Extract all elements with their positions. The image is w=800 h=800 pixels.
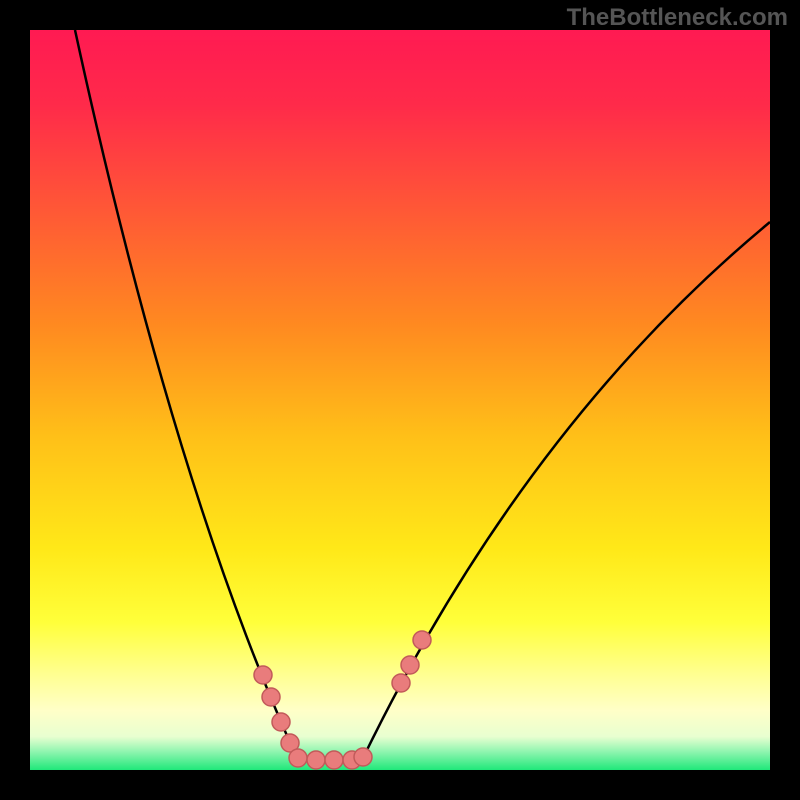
data-point (272, 713, 290, 731)
data-point (289, 749, 307, 767)
data-point (413, 631, 431, 649)
data-point (354, 748, 372, 766)
left-curve (75, 30, 297, 758)
data-point (307, 751, 325, 769)
data-point (325, 751, 343, 769)
data-point (401, 656, 419, 674)
data-point (262, 688, 280, 706)
right-curve (363, 222, 770, 758)
dots-group (254, 631, 431, 769)
data-point (254, 666, 272, 684)
chart-svg (0, 0, 800, 800)
data-point (392, 674, 410, 692)
